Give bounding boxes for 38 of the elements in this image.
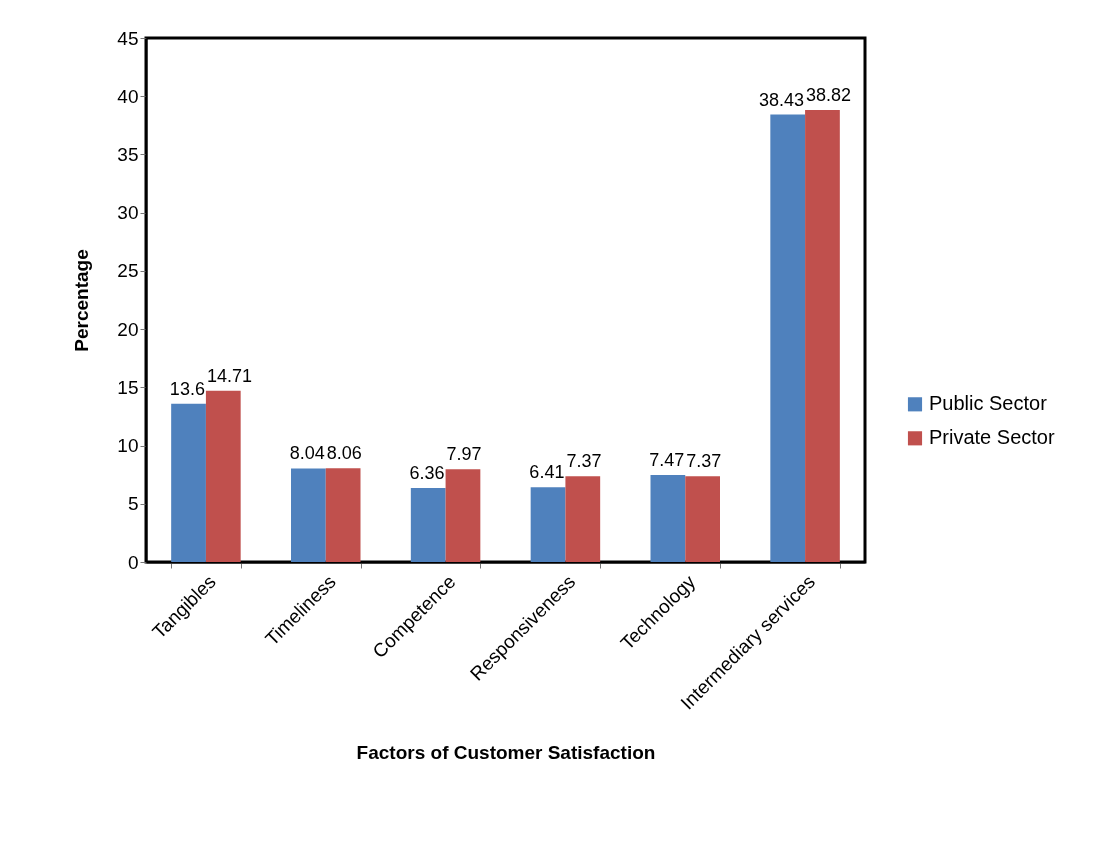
data-label: 13.6 xyxy=(169,378,205,399)
data-label: 8.06 xyxy=(326,443,362,464)
bar xyxy=(770,114,806,562)
bar xyxy=(410,487,446,562)
bar xyxy=(291,468,326,562)
y-tick-label: 20 xyxy=(117,318,139,340)
y-tick-label: 25 xyxy=(117,260,139,282)
data-label: 7.97 xyxy=(446,444,482,465)
y-tick-label: 45 xyxy=(117,27,139,49)
data-label: 38.43 xyxy=(759,89,805,110)
y-tick-label: 15 xyxy=(117,376,139,398)
bar xyxy=(805,109,840,562)
data-label: 8.04 xyxy=(289,443,325,464)
legend-label: Private Sector xyxy=(929,426,1055,449)
data-label: 14.71 xyxy=(206,365,252,386)
data-label: 6.36 xyxy=(409,462,445,483)
data-label: 38.82 xyxy=(806,84,852,105)
y-tick-label: 0 xyxy=(127,551,139,573)
bar xyxy=(205,390,241,562)
data-label: 7.47 xyxy=(649,450,685,471)
y-tick-label: 40 xyxy=(117,85,139,107)
data-label: 7.37 xyxy=(686,451,722,472)
bar xyxy=(445,469,481,562)
y-axis-title: Percentage xyxy=(71,249,93,352)
bar xyxy=(171,403,206,562)
legend-label: Public Sector xyxy=(929,392,1048,415)
bar xyxy=(530,487,566,562)
bar xyxy=(685,476,720,562)
data-label: 7.37 xyxy=(566,451,602,472)
bar xyxy=(325,468,361,562)
y-tick-label: 5 xyxy=(127,493,139,515)
y-tick-label: 10 xyxy=(117,435,139,457)
x-axis-title: Factors of Customer Satisfaction xyxy=(356,741,656,763)
y-tick-label: 30 xyxy=(117,202,139,224)
bar xyxy=(565,476,601,562)
bar xyxy=(650,475,686,562)
data-label: 6.41 xyxy=(529,462,565,483)
y-tick-label: 35 xyxy=(117,143,139,165)
